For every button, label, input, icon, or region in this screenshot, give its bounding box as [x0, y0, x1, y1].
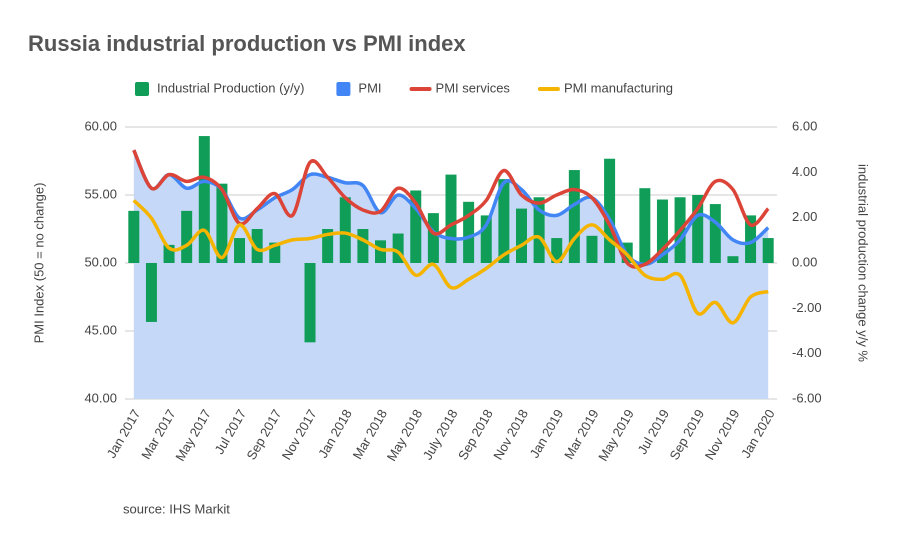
x-tick-label: Mar 2018	[350, 407, 390, 462]
bar	[515, 208, 527, 263]
y2-tick-label: 2.00	[792, 209, 817, 224]
x-tick-label: Mar 2017	[138, 407, 178, 462]
bar	[568, 170, 580, 263]
x-tick-label: Jul 2019	[634, 407, 672, 457]
bar	[463, 201, 475, 263]
x-tick-label: May 2017	[172, 407, 214, 464]
bar	[375, 240, 387, 263]
x-tick-label: Jan 2019	[527, 407, 567, 461]
bar	[604, 158, 616, 263]
bar	[533, 197, 545, 263]
y-tick-label: 55.00	[84, 186, 117, 201]
bar	[709, 204, 721, 263]
y2-tick-label: -6.00	[792, 390, 822, 405]
bar	[269, 242, 281, 263]
bar	[234, 238, 246, 263]
bar	[163, 244, 175, 263]
bar	[357, 229, 369, 263]
legend-label: Industrial Production (y/y)	[157, 80, 304, 95]
bar	[445, 174, 457, 263]
bar	[498, 179, 510, 263]
x-tick-label: Jul 2017	[212, 407, 250, 457]
legend-swatch	[135, 82, 149, 96]
bar	[727, 256, 739, 263]
bar	[656, 199, 668, 263]
bar	[392, 233, 404, 263]
y2-tick-label: -4.00	[792, 345, 822, 360]
x-tick-label: Nov 2017	[279, 407, 320, 463]
line	[132, 199, 769, 325]
legend-label: PMI manufacturing	[564, 80, 673, 95]
chart-title: Russia industrial production vs PMI inde…	[28, 31, 466, 56]
bar	[216, 183, 228, 263]
bar	[128, 210, 140, 263]
bar	[480, 215, 492, 263]
y2-axis-title: industrial production change y/y %	[856, 164, 871, 362]
x-tick-label: Mar 2019	[561, 407, 601, 462]
x-tick-label: Jan 2020	[738, 407, 778, 461]
y2-tick-label: 0.00	[792, 254, 817, 269]
bar	[198, 136, 210, 263]
bar	[145, 263, 157, 322]
x-tick-label: Nov 2018	[490, 407, 531, 463]
y2-tick-label: 6.00	[792, 118, 817, 133]
y-tick-label: 40.00	[84, 390, 117, 405]
bar	[745, 215, 757, 263]
bar	[551, 238, 563, 263]
x-tick-label: May 2019	[595, 407, 637, 464]
source-note: source: IHS Markit	[123, 501, 230, 516]
bar	[339, 197, 351, 263]
y-tick-label: 60.00	[84, 118, 117, 133]
x-tick-label: Jan 2018	[315, 407, 355, 461]
legend-label: PMI	[358, 80, 381, 95]
bar	[181, 210, 193, 263]
lines	[132, 149, 770, 325]
y2-tick-label: 4.00	[792, 164, 817, 179]
line	[132, 149, 770, 267]
x-tick-label: Nov 2019	[702, 407, 743, 463]
x-tick-label: Jan 2017	[104, 407, 144, 461]
y-tick-label: 50.00	[84, 254, 117, 269]
bar	[251, 229, 263, 263]
bar	[427, 213, 439, 263]
legend-swatch	[336, 82, 351, 96]
y-axis-title: PMI Index (50 = no change)	[31, 183, 46, 344]
bar	[692, 195, 704, 263]
bar	[304, 263, 316, 343]
legend-label: PMI services	[436, 80, 511, 95]
bar	[410, 190, 422, 263]
bar	[322, 229, 334, 263]
y-tick-label: 45.00	[84, 322, 117, 337]
bar	[762, 238, 774, 263]
y2-tick-label: -2.00	[792, 300, 822, 315]
bar	[586, 235, 598, 263]
bar	[639, 188, 651, 263]
